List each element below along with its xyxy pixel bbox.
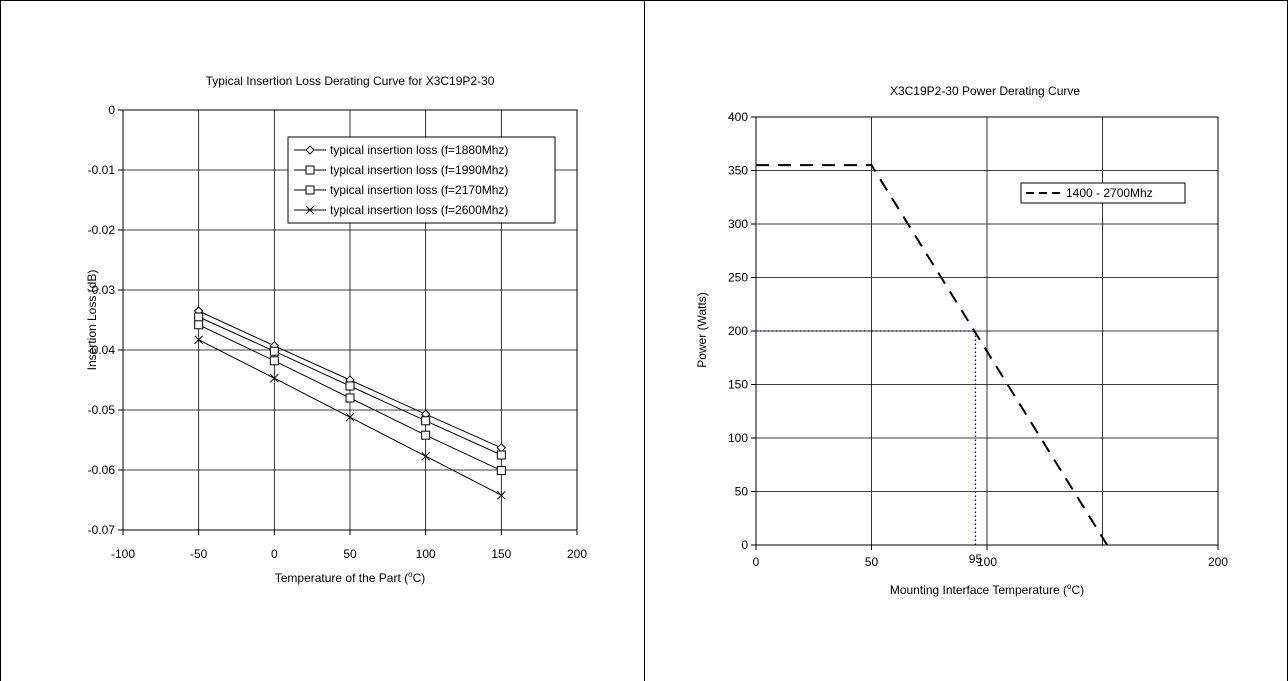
data-point-2 [496, 450, 506, 460]
legend-label: typical insertion loss (f=2600Mhz) [330, 203, 508, 217]
x-axis-label-degree: o [1067, 582, 1072, 591]
y-axis-label: Power (Watts) [695, 292, 709, 368]
data-point-4 [269, 373, 279, 383]
legend-label: 1400 - 2700Mhz [1066, 186, 1153, 200]
legend-label: typical insertion loss (f=1990Mhz) [330, 163, 508, 177]
y-tick-label: -0.01 [88, 163, 116, 177]
x-axis-label-text: Temperature of the Part ( [275, 571, 408, 585]
annotation-group: 95 [756, 330, 983, 566]
y-tick-label: 300 [728, 217, 748, 231]
x-tick-label: 50 [343, 547, 357, 561]
y-tick-label: -0.04 [88, 343, 116, 357]
x-tick-label: 200 [567, 547, 587, 561]
data-point-2 [269, 346, 279, 356]
chart-title: X3C19P2-30 Power Derating Curve [890, 84, 1080, 98]
x-tick-label: 0 [271, 547, 278, 561]
x-tick-label: 150 [491, 547, 511, 561]
y-axis-ticks: 0 -0.01 -0.02 -0.03 -0.04 -0.05 -0.06 -0.07 [88, 103, 123, 537]
x-axis-label-text: Mounting Interface Temperature ( [890, 583, 1067, 597]
legend-marker [305, 185, 315, 195]
y-tick-label: -0.06 [88, 463, 116, 477]
data-point-2 [345, 381, 355, 391]
y-tick-label: 50 [735, 485, 749, 499]
x-tick-label: -50 [190, 547, 208, 561]
data-point-4 [496, 490, 506, 500]
y-tick-label: 150 [728, 378, 748, 392]
x-axis-label: Mounting Interface Temperature (oC) [890, 582, 1084, 597]
data-point-2 [421, 416, 431, 426]
x-axis-ticks: 0 50 100 200 [753, 545, 1228, 569]
y-tick-label: -0.07 [88, 523, 116, 537]
legend-marker [305, 205, 315, 215]
x-axis-label: Temperature of the Part (oC) [275, 570, 426, 585]
y-tick-label: -0.03 [88, 283, 116, 297]
legend-marker [305, 145, 315, 155]
y-tick-label: 400 [728, 110, 748, 124]
y-tick-label: 100 [728, 431, 748, 445]
insertion-loss-chart: Typical Insertion Loss Derating Curve fo… [85, 74, 587, 585]
data-point-3 [496, 466, 506, 476]
x-axis-ticks: -100 -50 0 50 100 150 200 [111, 530, 587, 561]
series-line-1 [756, 164, 1108, 546]
reference-line [756, 330, 977, 545]
reference-label: 95 [969, 552, 983, 566]
x-tick-label: 100 [977, 555, 997, 569]
chart-title: Typical Insertion Loss Derating Curve fo… [206, 74, 495, 88]
legend-marker [305, 165, 315, 175]
series-group [193, 306, 507, 500]
x-tick-label: 100 [416, 547, 436, 561]
data-point-3 [269, 356, 279, 366]
x-axis-label-unit: C) [1072, 583, 1085, 597]
legend-box [287, 136, 556, 224]
data-point-4 [421, 451, 431, 461]
y-tick-label: 350 [728, 164, 748, 178]
y-tick-label: -0.02 [88, 223, 116, 237]
x-tick-label: 200 [1208, 555, 1228, 569]
data-point-3 [421, 430, 431, 440]
legend-box [1020, 182, 1186, 204]
y-tick-label: 0 [741, 538, 748, 552]
data-point-3 [345, 393, 355, 403]
legend: 1400 - 2700Mhz [1020, 182, 1186, 204]
x-axis-label-unit: C) [413, 571, 426, 585]
y-tick-label: 200 [728, 324, 748, 338]
power-derating-chart: X3C19P2-30 Power Derating Curve 0 50 100 15… [695, 84, 1228, 597]
data-point-4 [345, 412, 355, 422]
legend-label: typical insertion loss (f=1880Mhz) [330, 143, 508, 157]
data-point-2 [194, 312, 204, 322]
x-tick-label: -100 [111, 547, 135, 561]
data-point-3 [194, 320, 204, 330]
legend: typical insertion loss (f=1880Mhz) typica… [287, 136, 556, 224]
y-tick-label: -0.05 [88, 403, 116, 417]
x-tick-label: 50 [865, 555, 879, 569]
y-axis-ticks: 0 50 100 150 200 250 300 350 400 [728, 110, 756, 552]
y-tick-label: 0 [108, 103, 115, 117]
y-axis-label: Insertion Loss (dB) [85, 270, 99, 371]
y-tick-label: 250 [728, 271, 748, 285]
x-tick-label: 0 [753, 555, 760, 569]
legend-label: typical insertion loss (f=2170Mhz) [330, 183, 508, 197]
series-group [756, 164, 1108, 546]
data-point-4 [194, 335, 204, 345]
x-axis-label-degree: o [408, 570, 413, 579]
